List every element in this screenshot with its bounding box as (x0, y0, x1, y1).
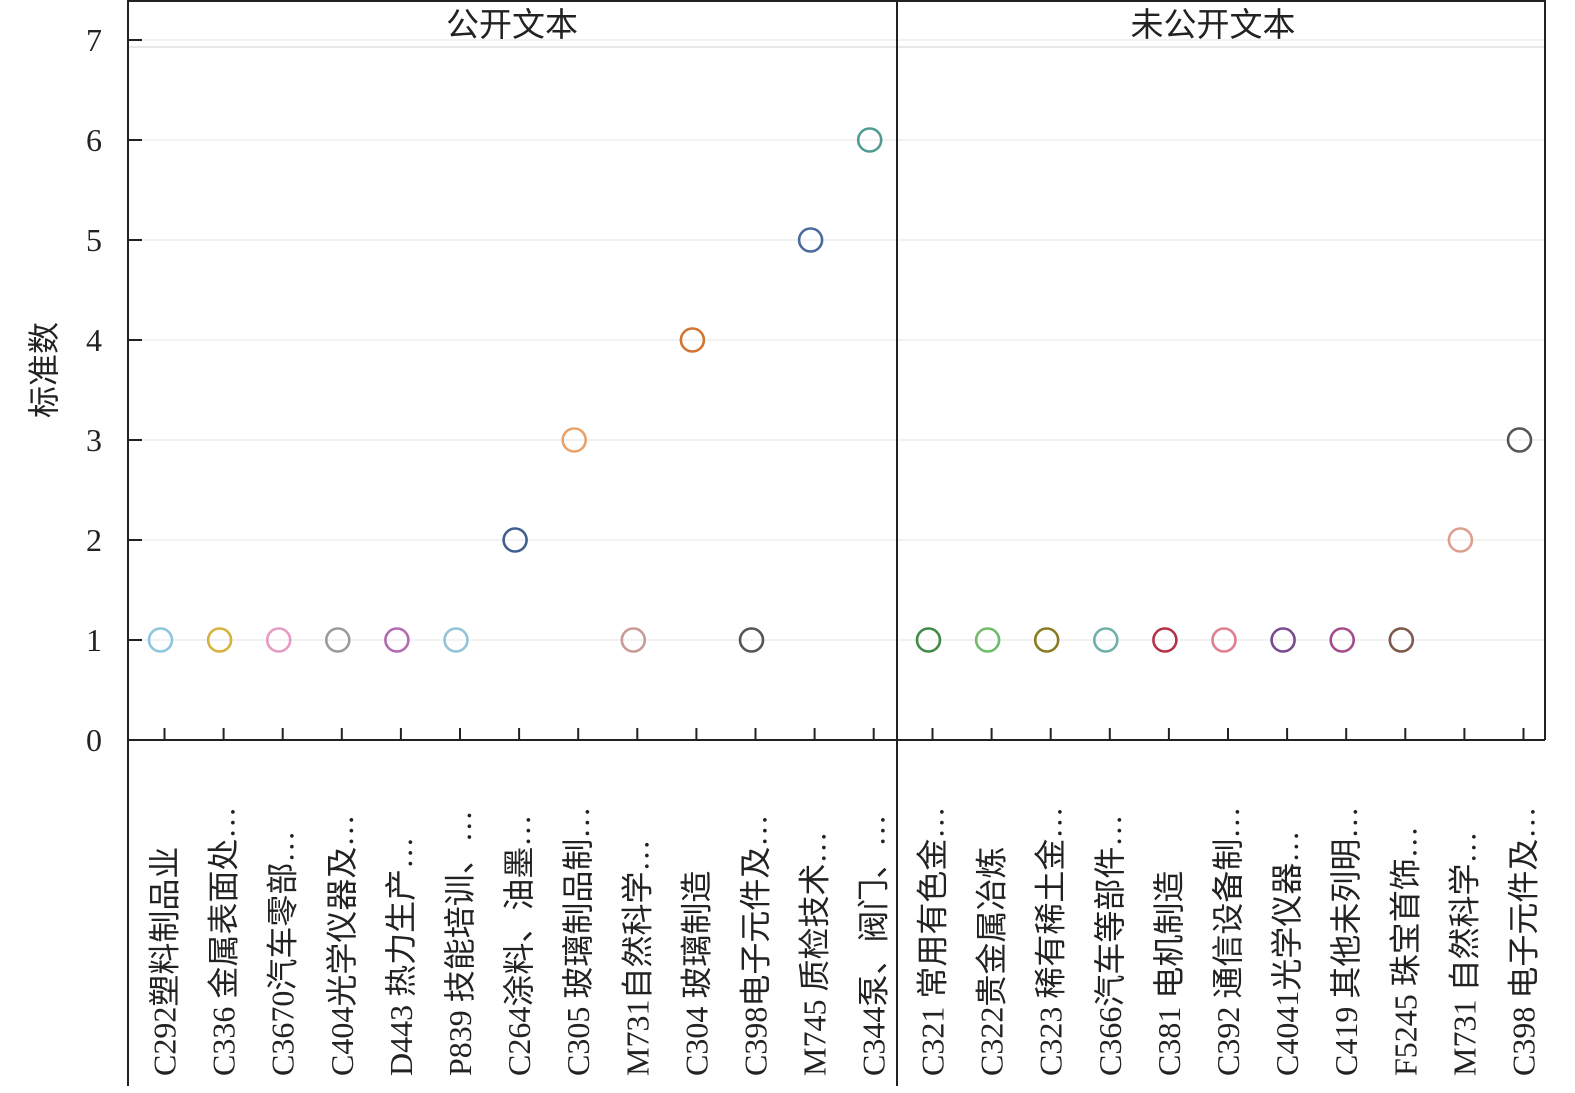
data-point (1270, 627, 1296, 653)
data-point (443, 627, 469, 653)
data-point (1329, 627, 1355, 653)
x-tick-label: C419 其他未列明… (1328, 807, 1364, 1076)
y-tick-label: 1 (86, 622, 102, 658)
data-point (265, 627, 292, 653)
x-tick-label: C3670汽车零部… (265, 831, 301, 1076)
data-point (147, 627, 174, 653)
y-tick-label: 2 (86, 522, 102, 558)
data-point (915, 627, 942, 653)
data-point (1447, 527, 1474, 553)
y-tick-label: 3 (86, 422, 102, 458)
y-tick-label: 6 (86, 122, 102, 158)
data-point (384, 627, 410, 653)
x-tick-label: C292塑料制品业 (147, 847, 183, 1076)
x-tick-label: C321 常用有色金… (915, 807, 951, 1076)
x-tick-label: M731 自然科学… (1446, 832, 1482, 1076)
data-point (620, 627, 647, 653)
x-tick-label: C322贵金属冶炼 (974, 847, 1010, 1076)
data-point (1388, 627, 1415, 653)
x-tick-label: F5245 珠宝首饰… (1387, 826, 1423, 1076)
x-tick-label: C366汽车等部件… (1092, 815, 1128, 1076)
x-tick-label: C398电子元件及… (738, 815, 774, 1076)
y-tick-label: 7 (86, 22, 102, 58)
x-tick-label: C344泵、阀门、… (856, 815, 892, 1076)
x-tick-label: C392 通信设备制… (1210, 807, 1246, 1076)
data-point (1506, 427, 1533, 453)
panel-title: 未公开文本 (1131, 7, 1296, 44)
y-tick-label: 5 (86, 222, 102, 258)
y-axis-label: 标准数 (26, 322, 62, 418)
data-point (1093, 627, 1119, 653)
y-tick-label: 0 (86, 722, 102, 758)
x-tick-label: P839 技能培训、… (442, 810, 478, 1076)
x-tick-label: M731自然科学… (619, 840, 655, 1076)
x-tick-label: D443 热力生产… (383, 837, 419, 1076)
x-tick-label: C323 稀有稀土金… (1033, 807, 1069, 1076)
x-tick-label: C398 电子元件及… (1506, 807, 1542, 1076)
data-point (206, 627, 233, 653)
data-point (797, 227, 824, 253)
x-tick-label: C404光学仪器及… (324, 815, 360, 1076)
y-tick-label: 4 (86, 322, 102, 358)
data-point (561, 427, 588, 453)
x-tick-label: C304 玻璃制造 (678, 871, 714, 1076)
data-point (1152, 627, 1178, 653)
data-point (324, 627, 351, 653)
data-point (974, 627, 1001, 653)
data-point (679, 327, 706, 353)
data-point (502, 527, 528, 553)
x-tick-label: M745 质检技术… (797, 832, 833, 1076)
data-point (738, 627, 765, 653)
x-tick-label: C305 玻璃制品制… (560, 807, 596, 1076)
x-tick-label: C381 电机制造 (1151, 871, 1187, 1076)
panel-title: 公开文本 (446, 7, 578, 44)
data-point (1033, 627, 1060, 653)
x-tick-label: C336 金属表面处… (206, 807, 242, 1076)
data-point (856, 127, 883, 153)
data-point (1211, 627, 1237, 653)
x-tick-label: C4041光学仪器… (1269, 831, 1305, 1076)
x-tick-label: C264涂料、油墨… (501, 815, 537, 1076)
